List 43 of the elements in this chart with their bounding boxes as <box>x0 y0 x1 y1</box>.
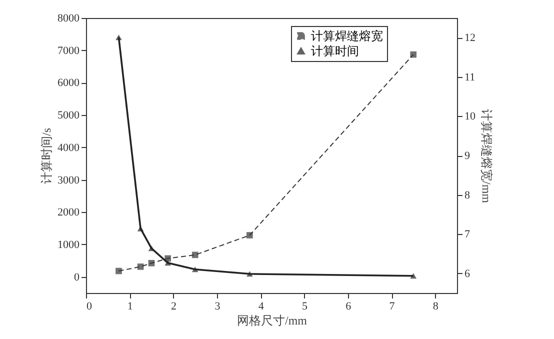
point <box>116 268 122 274</box>
y-tick-label: 4000 <box>58 142 80 154</box>
y2-tick-label: 6 <box>464 268 470 280</box>
point <box>148 260 155 266</box>
point <box>410 273 417 279</box>
x-tick-label: 3 <box>214 300 221 312</box>
legend-label: 计算时间 <box>311 44 359 58</box>
point <box>246 271 253 277</box>
x-axis-title: 网格尺寸/mm <box>236 314 308 328</box>
y2-axis-title: 计算焊缝熔宽/mm <box>480 108 494 204</box>
y-tick-label: 8000 <box>58 12 80 24</box>
point <box>164 260 171 266</box>
y2-tick-label: 11 <box>464 71 476 84</box>
point <box>410 51 417 58</box>
x-tick-label: 0 <box>86 300 92 312</box>
y-tick-label: 3000 <box>58 174 80 186</box>
point <box>192 252 198 258</box>
point <box>192 266 198 272</box>
y-tick-label: 2000 <box>58 206 80 219</box>
x-tick-label: 2 <box>171 300 177 312</box>
x-tick-label: 7 <box>389 300 396 312</box>
y2-tick-label: 7 <box>464 228 470 241</box>
y2-tick-label: 8 <box>464 189 470 202</box>
point <box>137 226 144 232</box>
y-tick-label: 6000 <box>58 77 80 90</box>
x-tick-label: 6 <box>346 300 352 312</box>
y2-tick-label: 12 <box>464 32 476 44</box>
x-tick-label: 4 <box>258 300 264 312</box>
y-tick-label: 0 <box>74 271 80 284</box>
legend-label: 计算焊缝熔宽 <box>311 29 383 43</box>
y-tick-label: 5000 <box>58 110 80 122</box>
y2-tick-label: 9 <box>464 150 470 162</box>
point <box>116 34 122 40</box>
point <box>148 246 155 252</box>
y2-tick-label: 10 <box>464 110 476 123</box>
x-tick-label: 5 <box>302 300 308 312</box>
y-tick-label: 7000 <box>58 44 80 57</box>
point <box>137 264 144 270</box>
y-axis-title: 计算时间/s <box>40 128 54 184</box>
point <box>246 232 253 238</box>
x-tick-label: 1 <box>127 300 133 312</box>
y-tick-label: 1000 <box>58 238 80 251</box>
x-tick-label: 8 <box>432 300 439 312</box>
